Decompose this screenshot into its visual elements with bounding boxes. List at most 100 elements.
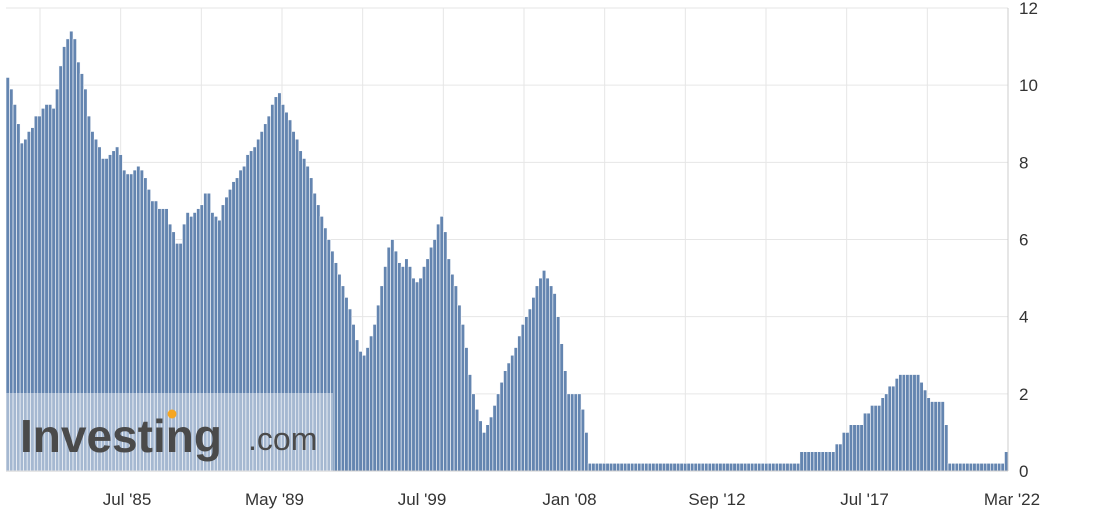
- bar: [605, 462, 610, 472]
- bar: [704, 462, 709, 472]
- x-tick-label: May '89: [245, 490, 304, 509]
- bar: [647, 462, 652, 472]
- bar: [866, 412, 871, 472]
- bar: [651, 462, 656, 472]
- bar: [718, 462, 723, 472]
- bar: [570, 393, 575, 472]
- x-tick-label: Jan '08: [542, 490, 596, 509]
- bar: [788, 462, 794, 472]
- bar: [503, 370, 508, 472]
- x-tick-label: Jul '17: [840, 490, 889, 509]
- bar: [757, 462, 762, 472]
- bar: [527, 308, 532, 472]
- bar: [827, 451, 832, 472]
- bar: [873, 405, 878, 472]
- bar: [863, 412, 868, 472]
- bar: [453, 285, 458, 472]
- bar: [841, 432, 847, 472]
- bar: [947, 462, 952, 472]
- bar: [852, 424, 857, 472]
- bar: [580, 408, 585, 472]
- bar: [951, 462, 956, 472]
- bar: [870, 405, 875, 472]
- bar: [697, 462, 702, 472]
- bar: [930, 401, 935, 472]
- x-axis-ticks: Jul '85 May '89 Jul '99 Jan '08 Sep '12 Jul '…: [103, 490, 1040, 509]
- bar: [923, 389, 928, 472]
- bar: [668, 462, 674, 472]
- bar: [369, 335, 374, 472]
- gridlines: [6, 7, 1009, 471]
- bar: [573, 393, 578, 472]
- bar: [972, 462, 977, 472]
- bar: [908, 374, 914, 472]
- bar: [393, 250, 398, 472]
- bar: [983, 462, 988, 472]
- bar: [686, 462, 691, 472]
- bar: [563, 370, 568, 472]
- bar: [510, 354, 515, 472]
- bar: [492, 405, 497, 472]
- bar: [598, 462, 603, 472]
- bar: [499, 381, 504, 472]
- bar-series: [5, 30, 1009, 472]
- bar: [616, 462, 621, 472]
- bar: [887, 385, 892, 472]
- bar: [933, 401, 938, 472]
- bar: [884, 393, 889, 472]
- bar: [898, 374, 903, 472]
- bar: [439, 216, 444, 472]
- bar: [817, 451, 822, 472]
- bar: [517, 335, 522, 472]
- watermark-accent-dot: [167, 409, 177, 419]
- bar: [792, 462, 797, 472]
- y-axis-ticks: 0 2 4 6 8 10 12: [1019, 0, 1038, 481]
- bar: [824, 451, 829, 472]
- bar: [407, 266, 413, 472]
- bar: [506, 362, 511, 472]
- bar: [750, 462, 755, 472]
- bar: [644, 462, 649, 472]
- bar: [905, 374, 910, 472]
- bar: [414, 281, 420, 472]
- bar: [683, 462, 688, 472]
- bar: [400, 266, 405, 472]
- bar: [838, 443, 843, 472]
- bar: [630, 462, 635, 472]
- bar: [958, 462, 963, 472]
- bar: [601, 462, 607, 472]
- bar: [661, 462, 667, 472]
- bar: [418, 277, 423, 472]
- x-tick-label: Jul '85: [103, 490, 152, 509]
- bar: [990, 462, 995, 472]
- bar: [397, 262, 402, 472]
- bar: [855, 424, 861, 472]
- bar: [485, 424, 490, 472]
- bar: [333, 262, 338, 472]
- bar: [587, 462, 592, 472]
- bar: [961, 462, 966, 472]
- bar: [358, 351, 363, 472]
- bar: [915, 374, 921, 472]
- bar: [753, 462, 758, 472]
- bar: [362, 354, 367, 472]
- bar: [390, 239, 395, 472]
- bar: [796, 462, 801, 472]
- y-tick-label: 12: [1019, 0, 1038, 18]
- bar: [848, 424, 854, 472]
- bar: [344, 297, 349, 472]
- bar: [891, 385, 896, 472]
- bar: [937, 401, 942, 472]
- bar: [679, 462, 684, 472]
- bar: [831, 451, 836, 472]
- bar: [474, 408, 480, 472]
- bar: [584, 432, 589, 472]
- bar: [471, 393, 476, 472]
- bar: [954, 462, 959, 472]
- bar: [351, 324, 356, 472]
- bar: [379, 285, 384, 472]
- bar: [457, 304, 462, 472]
- investing-watermark: Investing .com: [6, 393, 333, 471]
- bar: [376, 304, 381, 472]
